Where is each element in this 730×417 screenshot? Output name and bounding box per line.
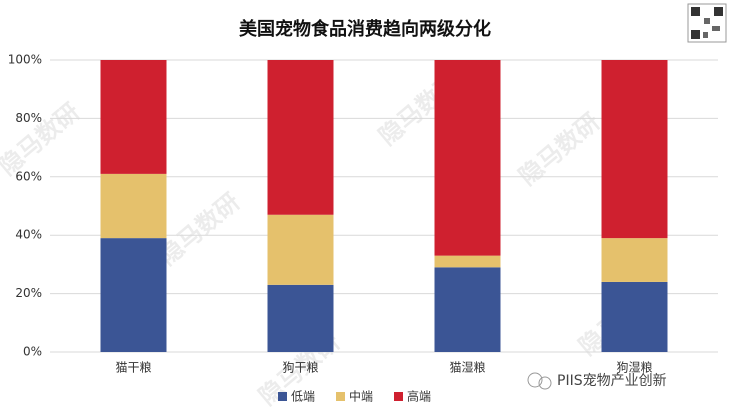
bar-segment: [100, 238, 167, 352]
x-tick-label: 猫湿粮: [449, 360, 485, 375]
legend-label: 中端: [349, 389, 373, 404]
chart-title: 美国宠物食品消费趋向两级分化: [239, 18, 491, 40]
x-tick-label: 狗湿粮: [616, 360, 652, 375]
bar-segment: [601, 60, 668, 239]
bar-segment: [267, 60, 334, 215]
legend-swatch: [278, 392, 287, 401]
bar-segment: [434, 267, 501, 352]
legend-label: 高端: [407, 389, 431, 404]
legend-label: 低端: [291, 390, 315, 404]
bar-segment: [434, 60, 501, 256]
qr-code: [687, 3, 727, 43]
bar-segment: [434, 255, 501, 268]
y-tick-label: 40%: [15, 228, 42, 242]
footer-text: PIIS宠物产业创新: [557, 373, 667, 389]
y-tick-label: 20%: [15, 286, 42, 300]
footer-logo: [527, 372, 552, 390]
x-tick-label: 猫干粮: [115, 360, 151, 375]
x-tick-label: 狗干粮: [282, 360, 318, 375]
bar-segment: [601, 281, 668, 352]
bar-segment: [100, 173, 167, 239]
legend-swatch: [336, 392, 345, 401]
bar-segment: [100, 60, 167, 174]
y-tick-label: 100%: [8, 53, 42, 67]
y-tick-label: 60%: [15, 169, 42, 183]
bar-segment: [267, 214, 334, 285]
legend-swatch: [394, 392, 403, 401]
y-tick-label: 80%: [15, 111, 42, 125]
bar-segment: [601, 238, 668, 282]
y-tick-label: 0%: [23, 345, 42, 359]
bar-segment: [267, 284, 334, 352]
